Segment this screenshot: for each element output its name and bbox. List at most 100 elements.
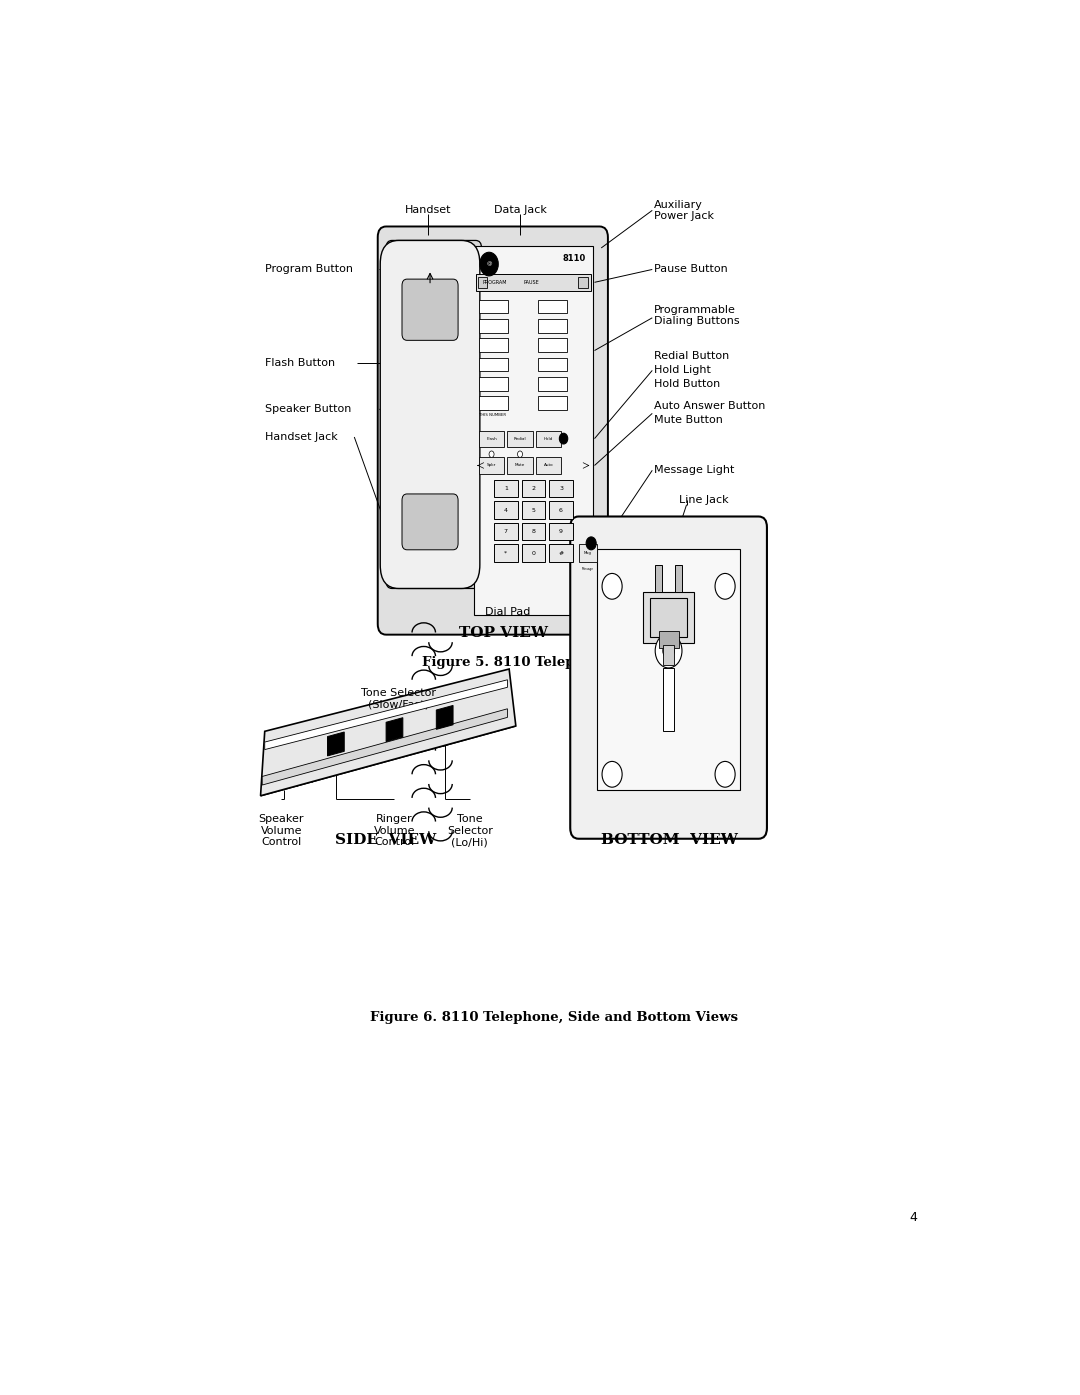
Text: Auxiliary
Power Jack: Auxiliary Power Jack (653, 199, 714, 222)
Text: THIS NUMBER: THIS NUMBER (480, 413, 507, 417)
Text: 9: 9 (559, 529, 563, 534)
Polygon shape (436, 706, 454, 730)
Bar (578, 278, 588, 287)
Text: Handset: Handset (405, 205, 451, 215)
Text: 4: 4 (909, 1211, 917, 1225)
Text: 4: 4 (503, 508, 508, 512)
Text: Line Jack: Line Jack (679, 495, 729, 505)
FancyBboxPatch shape (387, 240, 482, 589)
Text: Flash: Flash (486, 437, 497, 441)
Text: Message: Message (582, 566, 594, 571)
Bar (494, 544, 517, 562)
Bar (508, 431, 532, 446)
Bar (538, 300, 567, 314)
Text: Hold Light: Hold Light (653, 365, 711, 375)
Circle shape (559, 434, 568, 444)
Text: @: @ (486, 262, 491, 266)
Text: Tone Selector
(Slow/Fast): Tone Selector (Slow/Fast) (361, 688, 436, 710)
Bar (494, 523, 517, 540)
Text: Handset Jack: Handset Jack (265, 432, 337, 442)
Circle shape (715, 762, 735, 787)
Bar (538, 377, 567, 391)
Text: Redial: Redial (514, 437, 526, 441)
Text: Ringer
Volume
Control: Ringer Volume Control (374, 815, 415, 847)
Bar (480, 377, 509, 391)
Text: PROGRAM: PROGRAM (483, 280, 508, 285)
Bar (480, 357, 509, 371)
Text: TOP VIEW: TOP VIEW (459, 626, 548, 640)
Text: Pause Button: Pause Button (653, 265, 728, 275)
Text: #: # (558, 551, 564, 555)
Text: 3: 3 (559, 485, 563, 491)
Text: Msg: Msg (584, 551, 592, 555)
Bar (508, 458, 532, 473)
Bar (597, 548, 740, 791)
Text: SIDE  VIEW: SIDE VIEW (336, 833, 436, 847)
Bar (480, 319, 509, 333)
Text: 8110: 8110 (563, 254, 586, 264)
Text: Redial Button: Redial Button (653, 352, 729, 361)
Bar (650, 598, 687, 636)
Text: Hold Button: Hold Button (653, 379, 720, 389)
Text: *: * (504, 551, 508, 555)
Bar (538, 338, 567, 352)
Bar (480, 338, 509, 352)
Bar (663, 646, 674, 665)
Polygon shape (265, 679, 508, 749)
Text: Flash Button: Flash Button (265, 359, 335, 368)
Bar (480, 396, 509, 410)
Bar (536, 431, 561, 446)
Circle shape (602, 762, 622, 787)
Polygon shape (262, 709, 508, 785)
Text: 5: 5 (531, 508, 536, 512)
Circle shape (489, 451, 494, 458)
Text: 1: 1 (504, 485, 508, 491)
Bar (579, 544, 597, 562)
Bar (550, 544, 572, 562)
Text: Programmable
Dialing Buttons: Programmable Dialing Buttons (653, 306, 740, 326)
Bar (474, 246, 593, 615)
Text: Figure 5. 8110 Telephone, Top View: Figure 5. 8110 Telephone, Top View (421, 656, 686, 670)
Bar (644, 591, 693, 643)
Text: Figure 6. 8110 Telephone, Side and Bottom Views: Figure 6. 8110 Telephone, Side and Botto… (369, 1010, 738, 1024)
Text: Mute Button: Mute Button (653, 414, 723, 425)
Text: Data Jack: Data Jack (494, 205, 546, 215)
Bar (536, 458, 561, 473)
Bar (550, 523, 572, 540)
Bar (656, 565, 662, 591)
Text: Hold: Hold (544, 437, 553, 441)
Bar (550, 501, 572, 519)
Text: 0: 0 (531, 551, 536, 555)
Polygon shape (327, 732, 345, 756)
FancyBboxPatch shape (570, 516, 767, 838)
Text: 2: 2 (531, 485, 536, 491)
Text: PAUSE: PAUSE (523, 280, 539, 285)
Bar (659, 632, 678, 647)
Bar (494, 501, 517, 519)
Bar (522, 501, 545, 519)
Text: Spkr: Spkr (487, 463, 496, 467)
Bar (675, 565, 681, 591)
FancyBboxPatch shape (402, 494, 458, 550)
Bar (494, 480, 517, 497)
Text: Dial Pad: Dial Pad (485, 607, 530, 617)
Text: BOTTOM  VIEW: BOTTOM VIEW (600, 833, 738, 847)
Polygon shape (260, 670, 516, 795)
Text: 7: 7 (503, 529, 508, 534)
Bar (522, 523, 545, 540)
Text: Speaker Button: Speaker Button (265, 405, 351, 414)
Circle shape (663, 643, 674, 658)
Bar (522, 544, 545, 562)
Bar (538, 319, 567, 333)
Text: Message Light: Message Light (653, 466, 734, 476)
Text: Tone
Selector
(Lo/Hi): Tone Selector (Lo/Hi) (447, 815, 492, 847)
Bar (480, 458, 504, 473)
Polygon shape (387, 717, 403, 742)
Text: Program Button: Program Button (265, 265, 353, 275)
Text: 6: 6 (559, 508, 563, 512)
Text: Auto: Auto (543, 463, 553, 467)
FancyBboxPatch shape (378, 226, 608, 635)
Bar (478, 278, 486, 287)
Text: 8: 8 (531, 529, 536, 534)
Text: Mute: Mute (515, 463, 525, 467)
